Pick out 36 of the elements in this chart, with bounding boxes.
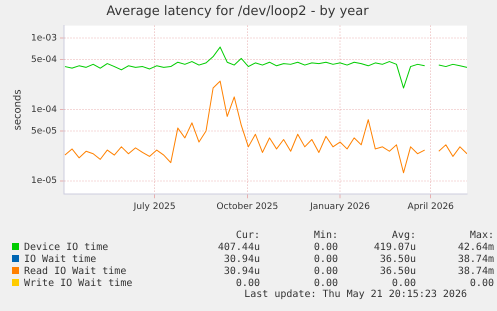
legend-label: Device IO time xyxy=(23,242,110,254)
chart-title: Average latency for /dev/loop2 - by year xyxy=(106,4,370,20)
legend-label: Write IO Wait time xyxy=(23,278,134,290)
y-tick-label: 1e-03 xyxy=(30,34,57,44)
text: 36.50u xyxy=(378,266,416,278)
text: 38.74m xyxy=(456,254,494,266)
text: 30.94u xyxy=(222,266,260,278)
y-tick-label: 1e-05 xyxy=(30,176,57,186)
text: Avg: xyxy=(390,230,416,242)
y-tick-label: 1e-04 xyxy=(30,104,58,115)
x-tick-label: October 2025 xyxy=(216,202,278,212)
text: 0.00 xyxy=(468,278,494,290)
x-tick-label: April 2026 xyxy=(408,202,454,212)
text: 30.94u xyxy=(222,254,260,266)
text: 0.00 xyxy=(312,242,338,254)
y-axis-title: seconds xyxy=(12,89,24,130)
text: 42.64m xyxy=(456,242,494,254)
text: 0.00 xyxy=(312,254,338,266)
x-tick-label: July 2025 xyxy=(132,202,176,212)
y-tick-label: 5e-04 xyxy=(30,54,58,65)
text: Cur: xyxy=(234,230,260,242)
text: 0.00 xyxy=(312,266,338,278)
text: 38.74m xyxy=(456,266,494,278)
x-tick-label: January 2026 xyxy=(309,202,370,212)
text: Min: xyxy=(312,230,338,242)
legend-label: Read IO Wait time xyxy=(23,266,128,278)
text: Last update: Thu May 21 20:15:23 2026 xyxy=(244,289,467,300)
y-tick-label: 5e-05 xyxy=(30,126,57,136)
text: Max: xyxy=(468,230,494,242)
text: 407.44u xyxy=(216,242,260,254)
text: 419.07u xyxy=(372,242,416,254)
text: 0.00 xyxy=(390,278,416,290)
legend-label: IO Wait time xyxy=(23,254,98,266)
text: 36.50u xyxy=(378,254,416,266)
text: 0.00 xyxy=(234,278,260,290)
text: 0.00 xyxy=(312,278,338,289)
